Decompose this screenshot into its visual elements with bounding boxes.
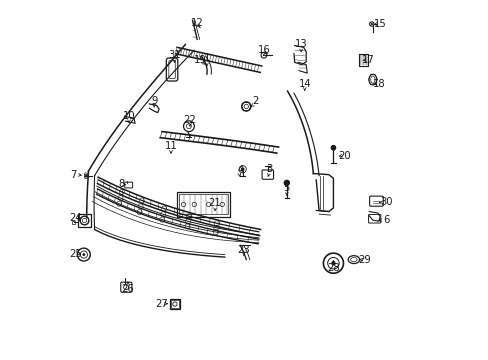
Text: 31: 31 bbox=[168, 50, 181, 60]
Text: 20: 20 bbox=[337, 150, 350, 161]
Bar bbox=[72, 221, 75, 224]
Text: 22: 22 bbox=[183, 115, 196, 125]
Text: 14: 14 bbox=[298, 79, 310, 89]
Text: 11: 11 bbox=[164, 141, 177, 151]
Text: 15: 15 bbox=[373, 19, 386, 29]
Bar bbox=[177, 192, 230, 217]
Bar bbox=[78, 214, 91, 227]
Text: 6: 6 bbox=[382, 215, 388, 225]
Text: 28: 28 bbox=[326, 263, 339, 273]
Text: 21: 21 bbox=[208, 198, 221, 208]
Text: 17: 17 bbox=[361, 55, 374, 65]
Text: 24: 24 bbox=[69, 213, 81, 222]
Text: 30: 30 bbox=[379, 197, 391, 207]
Text: 1: 1 bbox=[203, 53, 210, 63]
Text: 25: 25 bbox=[69, 248, 81, 258]
Text: 2: 2 bbox=[251, 96, 258, 106]
Text: 4: 4 bbox=[237, 165, 243, 175]
Text: 23: 23 bbox=[237, 245, 249, 255]
Circle shape bbox=[330, 145, 335, 150]
Circle shape bbox=[330, 261, 335, 265]
Text: 18: 18 bbox=[372, 79, 385, 89]
Circle shape bbox=[284, 180, 289, 185]
Text: 5: 5 bbox=[283, 183, 289, 193]
Circle shape bbox=[262, 54, 264, 56]
Text: 8: 8 bbox=[119, 179, 125, 189]
Circle shape bbox=[82, 253, 85, 256]
Circle shape bbox=[241, 167, 244, 171]
Text: 27: 27 bbox=[155, 299, 167, 309]
Text: 12: 12 bbox=[190, 18, 203, 28]
Text: 10: 10 bbox=[122, 111, 135, 121]
Text: 26: 26 bbox=[122, 284, 134, 294]
Text: 9: 9 bbox=[151, 96, 157, 106]
Bar bbox=[169, 299, 180, 309]
Bar bbox=[179, 194, 227, 215]
Text: 3: 3 bbox=[266, 164, 272, 174]
Text: 7: 7 bbox=[70, 170, 76, 180]
Text: 16: 16 bbox=[257, 45, 270, 55]
Text: 29: 29 bbox=[358, 255, 370, 265]
Text: 13: 13 bbox=[294, 40, 307, 49]
Bar bbox=[171, 301, 178, 308]
Text: 19: 19 bbox=[194, 55, 207, 65]
Circle shape bbox=[370, 23, 372, 25]
